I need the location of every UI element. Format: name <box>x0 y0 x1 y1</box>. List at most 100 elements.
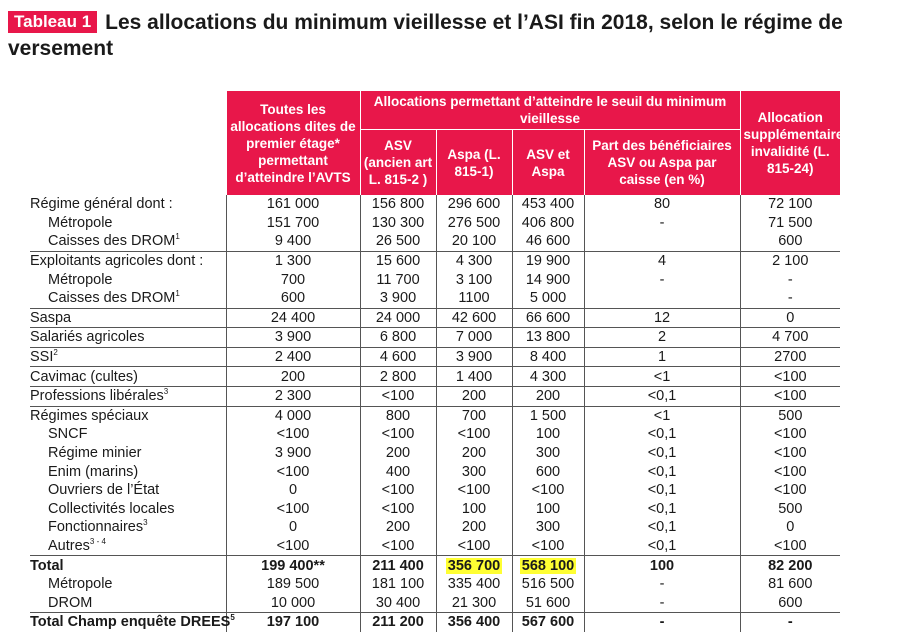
cell-value: 600 <box>778 594 803 611</box>
cell-value: 800 <box>385 407 411 424</box>
cell-value: 81 600 <box>768 576 813 593</box>
cell-asi: <100 <box>739 385 841 407</box>
cell-all-first-stage: <100 <box>225 499 360 519</box>
cell-value: 3 900 <box>455 349 493 366</box>
cell-value: 100 <box>535 500 561 517</box>
cell-aspa: 42 600 <box>435 307 512 328</box>
cell-aspa: 7 000 <box>435 327 512 348</box>
cell-value: <100 <box>381 500 415 517</box>
cell-all-first-stage: 161 000 <box>225 195 360 214</box>
cell-value: 15 600 <box>375 253 421 270</box>
row-label: Métropole <box>30 270 226 289</box>
row-label-text: Total <box>30 557 64 574</box>
cell-all-first-stage: <100 <box>225 462 360 481</box>
cell-all-first-stage: 600 <box>225 288 360 309</box>
cell-share: 4 <box>583 250 741 271</box>
cell-value: 211 200 <box>372 614 424 631</box>
cell-asv-aspa: 14 900 <box>511 270 584 289</box>
cell-asv: <100 <box>359 499 436 519</box>
cell-asv: 156 800 <box>359 195 436 214</box>
cell-aspa: 1 400 <box>435 366 512 387</box>
cell-all-first-stage: 24 400 <box>225 307 360 328</box>
cell-value: 72 100 <box>768 196 813 213</box>
cell-value: 100 <box>461 500 487 517</box>
cell-aspa: 276 500 <box>435 213 512 233</box>
cell-asv-aspa: 406 800 <box>511 213 584 233</box>
cell-aspa: 356 700 <box>435 555 512 575</box>
cell-asv: 181 100 <box>359 574 436 594</box>
table-row: Caisses des DROM1 9 400 26 500 20 100 46 600… <box>30 232 841 252</box>
cell-asv: 24 000 <box>359 307 436 328</box>
cell-aspa: 200 <box>435 443 512 463</box>
cell-asv-aspa: 100 <box>511 425 584 444</box>
cell-value: 406 800 <box>521 214 575 231</box>
row-label: Ouvriers de l’État <box>30 481 226 500</box>
cell-asi: 500 <box>739 499 841 519</box>
cell-value: <100 <box>276 463 310 480</box>
table-row: Régime général dont : 161 000 156 800 296 6… <box>30 195 841 214</box>
row-label: Exploitants agricoles dont : <box>30 250 226 271</box>
cell-asv: 130 300 <box>359 213 436 233</box>
cell-value: - <box>659 614 665 631</box>
cell-value: 567 600 <box>521 614 575 631</box>
cell-value: <100 <box>457 482 491 499</box>
row-label-text: Caisses des DROM <box>48 290 176 307</box>
cell-value: 100 <box>649 557 675 574</box>
cell-asv: 26 500 <box>359 232 436 252</box>
cell-value: <100 <box>773 368 807 385</box>
cell-value: 100 <box>535 426 561 443</box>
cell-value: 3 900 <box>379 290 417 307</box>
cell-asv-aspa: 200 <box>511 385 584 407</box>
cell-value: 181 100 <box>371 576 425 593</box>
cell-asv: 211 400 <box>359 555 436 575</box>
cell-all-first-stage: 200 <box>225 366 360 387</box>
cell-value: <100 <box>773 388 807 405</box>
header-asv: ASV (ancien art L. 815-2 ) <box>359 129 436 195</box>
cell-value: <0,1 <box>647 463 677 480</box>
cell-all-first-stage: <100 <box>225 536 360 556</box>
cell-value: 200 <box>461 388 487 405</box>
cell-value: 13 800 <box>525 329 571 346</box>
cell-value: 400 <box>385 463 411 480</box>
row-label: Métropole <box>30 575 226 594</box>
cell-value: 0 <box>288 482 298 499</box>
cell-value: <0,1 <box>647 500 677 517</box>
cell-value: 6 800 <box>379 329 417 346</box>
table-row: Professions libérales3 2 300 <100 200 200 <0,… <box>30 385 841 407</box>
cell-share: - <box>583 213 741 233</box>
cell-value: 600 <box>535 463 561 480</box>
cell-all-first-stage: 2 400 <box>225 346 360 367</box>
cell-share: <0,1 <box>583 480 741 500</box>
cell-value: <100 <box>381 537 415 554</box>
row-label-text: Régime minier <box>48 445 142 462</box>
cell-asi: 600 <box>739 232 841 252</box>
table-row: Métropole 151 700 130 300 276 500 406 800 - 71… <box>30 213 841 233</box>
cell-asi: 4 700 <box>739 327 841 348</box>
cell-share: <0,1 <box>583 536 741 556</box>
row-label: Enim (marins) <box>30 462 226 481</box>
cell-value: 21 300 <box>451 594 497 611</box>
cell-value: 200 <box>461 519 487 536</box>
cell-value: 42 600 <box>451 309 497 326</box>
table-row: SSI2 2 400 4 600 3 900 8 400 1 2700 <box>30 346 841 367</box>
cell-value: 3 900 <box>274 445 312 462</box>
row-label-text: Cavimac (cultes) <box>30 368 138 385</box>
cell-value: 700 <box>461 407 487 424</box>
cell-value: <100 <box>773 426 807 443</box>
cell-asi: 0 <box>739 307 841 328</box>
cell-value: 568 100 <box>519 557 577 574</box>
row-label-text: Collectivités locales <box>48 500 175 517</box>
row-label: Salariés agricoles <box>30 327 226 348</box>
row-label-text: SNCF <box>48 426 88 443</box>
cell-value: 2700 <box>774 349 807 366</box>
cell-asv-aspa: 516 500 <box>511 574 584 594</box>
table-row: Cavimac (cultes) 200 2 800 1 400 4 300 <1 <100 <box>30 366 841 387</box>
cell-value: 51 600 <box>525 594 571 611</box>
cell-asv-aspa: 567 600 <box>511 612 584 632</box>
table-row: Régimes spéciaux 4 000 800 700 1 500 <1 500 <box>30 405 841 426</box>
cell-value: 1 <box>657 349 667 366</box>
cell-asi: 82 200 <box>739 555 841 575</box>
cell-value: <100 <box>457 426 491 443</box>
cell-asi: <100 <box>739 443 841 463</box>
cell-share: <1 <box>583 405 741 426</box>
